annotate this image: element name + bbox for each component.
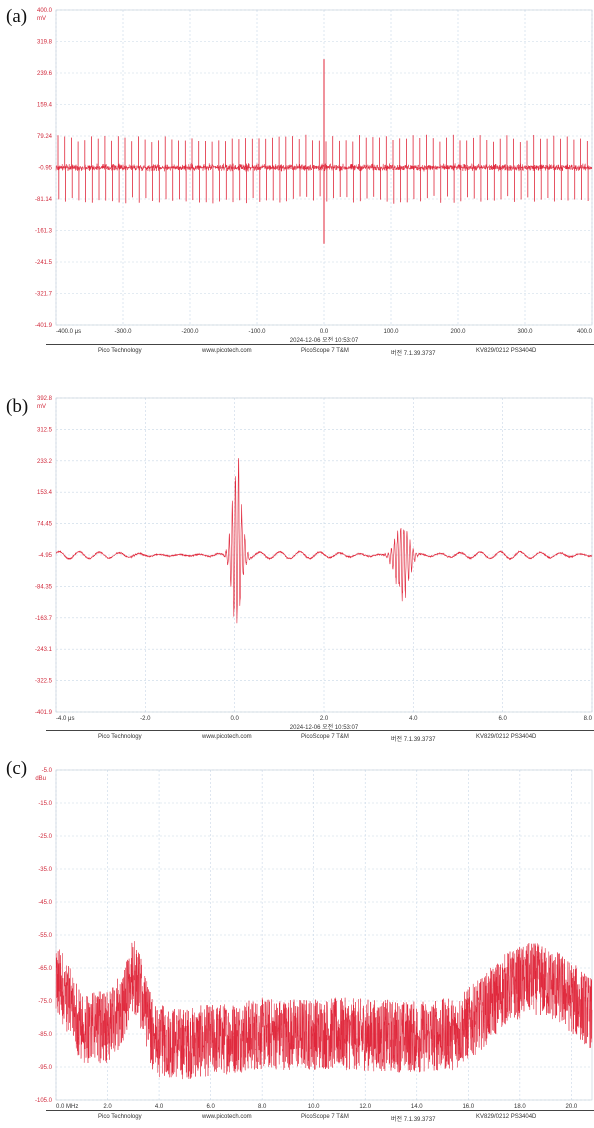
y-tick-label: 153.4: [37, 490, 53, 496]
footer-device: KV829/0212 PS3404D: [476, 1114, 537, 1120]
y-tick-label: -321.7: [35, 292, 53, 298]
footer-software: PicoScope 7 T&M: [301, 1114, 349, 1120]
y-tick-label: 392.8: [37, 396, 53, 402]
x-tick-label: -400.0 μs: [56, 329, 81, 335]
footer-company: Pico Technology: [98, 1114, 142, 1120]
footer-website: www.picotech.com: [202, 348, 252, 354]
time-domain-chart-a: 400.0 319.8 239.6 159.4 79.24 -0.95 -81.14 -161…: [35, 8, 593, 342]
y-tick-label: -95.0: [38, 1065, 52, 1071]
y-tick-label: -105.0: [35, 1098, 53, 1104]
timestamp-label: 2024-12-06 오전 10:53:07: [290, 336, 359, 342]
y-tick-label: 233.2: [37, 459, 53, 465]
footer-bar: Pico Technology www.picotech.com PicoSco…: [46, 730, 594, 747]
x-tick-label: 300.0: [517, 329, 533, 335]
footer-device: KV829/0212 PS3404D: [476, 348, 537, 354]
x-tick-label: 6.0: [206, 1104, 215, 1110]
footer-company: Pico Technology: [98, 734, 142, 740]
footer-website: www.picotech.com: [202, 1114, 252, 1120]
signal-trace: [55, 458, 593, 624]
time-domain-chart-b: 392.8 312.5 233.2 153.4 74.45 -4.95 -84.35 -163…: [35, 396, 593, 731]
plot-area-border: [55, 769, 593, 1101]
panel-label: (b): [6, 396, 29, 417]
y-tick-label: 400.0: [37, 8, 53, 14]
y-tick-label: -85.0: [38, 1032, 52, 1038]
y-tick-label: -322.5: [35, 679, 53, 685]
y-tick-label: -81.14: [35, 197, 53, 203]
x-tick-label: 100.0: [383, 329, 399, 335]
x-tick-label: 200.0: [450, 329, 466, 335]
x-tick-label: 2.0: [320, 716, 329, 722]
y-tick-label: 159.4: [37, 103, 53, 109]
panel-c: (c) -5.0 -15.0 -25.0 -35.0 -45.0 -55.0 -65.0 -7…: [0, 752, 594, 1128]
y-tick-label: -45.0: [38, 900, 52, 906]
footer-version: 버전 7.1.39.3737: [391, 737, 436, 743]
y-tick-label: -5.0: [42, 768, 53, 774]
y-unit-label: mV: [37, 404, 46, 410]
x-tick-label: 14.0: [411, 1104, 423, 1110]
y-tick-label: 312.5: [37, 427, 53, 433]
x-tick-label: 6.0: [498, 716, 507, 722]
spectrum-trace: [55, 941, 593, 1080]
y-tick-label: 239.6: [37, 71, 53, 77]
footer-software: PicoScope 7 T&M: [301, 348, 349, 354]
x-tick-label: 12.0: [359, 1104, 371, 1110]
y-tick-label: 74.45: [37, 522, 53, 528]
x-tick-label: 0.0: [230, 716, 239, 722]
timestamp-label: 2024-12-06 오전 10:53:07: [290, 723, 359, 731]
x-tick-label: 0.0: [320, 329, 329, 335]
panel-a: (a) 400.0 319.8 239.6 159.4 79.24 -0.95 -81.14…: [0, 0, 594, 360]
y-tick-label: -75.0: [38, 999, 52, 1005]
y-tick-label: -4.95: [38, 553, 52, 559]
footer-version: 버전 7.1.39.3737: [391, 1117, 436, 1123]
y-tick-label: -55.0: [38, 933, 52, 939]
y-tick-label: -65.0: [38, 966, 52, 972]
panel-label: (c): [6, 758, 28, 779]
y-unit-label: dBu: [35, 776, 46, 782]
x-tick-label: -200.0: [181, 329, 199, 335]
x-tick-label: -100.0: [248, 329, 266, 335]
panel-b: (b) 392.8 312.5 233.2 153.4 74.45 -4.95 -84.35…: [0, 390, 594, 750]
footer-software: PicoScope 7 T&M: [301, 734, 349, 740]
x-tick-label: 400.0: [577, 329, 593, 335]
x-tick-label: 18.0: [514, 1104, 526, 1110]
y-tick-label: 79.24: [37, 134, 53, 140]
x-tick-label: -300.0: [114, 329, 132, 335]
y-tick-label: -401.9: [35, 710, 53, 716]
x-tick-label: 16.0: [462, 1104, 474, 1110]
y-tick-label: -163.7: [35, 616, 53, 622]
y-tick-label: -35.0: [38, 867, 52, 873]
x-tick-label: 8.0: [258, 1104, 267, 1110]
y-tick-label: -84.35: [35, 584, 53, 590]
x-tick-label: 8.0: [584, 716, 593, 722]
y-tick-label: 319.8: [37, 40, 53, 46]
spectrum-chart-c: -5.0 -15.0 -25.0 -35.0 -45.0 -55.0 -65.0 -75.0 -…: [35, 768, 593, 1110]
footer-website: www.picotech.com: [202, 734, 252, 740]
x-tick-label: 4.0: [155, 1104, 164, 1110]
footer-device: KV829/0212 PS3404D: [476, 734, 537, 740]
footer-bar: Pico Technology www.picotech.com PicoSco…: [46, 344, 594, 361]
y-tick-label: -241.5: [35, 260, 53, 266]
y-tick-label: -25.0: [38, 834, 52, 840]
plot-area-border: [55, 397, 593, 713]
x-tick-label: 2.0: [103, 1104, 112, 1110]
y-tick-label: -243.1: [35, 647, 53, 653]
x-tick-label: 10.0: [308, 1104, 320, 1110]
x-tick-label: 0.0 MHz: [56, 1104, 78, 1110]
y-tick-label: -0.95: [38, 166, 52, 172]
y-tick-label: -401.9: [35, 323, 53, 329]
x-tick-label: 20.0: [566, 1104, 578, 1110]
footer-version: 버전 7.1.39.3737: [391, 351, 436, 357]
footer-bar: Pico Technology www.picotech.com PicoSco…: [46, 1110, 594, 1127]
y-unit-label: mV: [37, 16, 46, 22]
y-tick-label: -161.3: [35, 229, 53, 235]
x-tick-label: -4.0 μs: [56, 716, 74, 722]
y-tick-label: -15.0: [38, 801, 52, 807]
footer-company: Pico Technology: [98, 348, 142, 354]
panel-label: (a): [6, 6, 28, 27]
x-tick-label: 4.0: [409, 716, 418, 722]
x-tick-label: -2.0: [140, 716, 151, 722]
